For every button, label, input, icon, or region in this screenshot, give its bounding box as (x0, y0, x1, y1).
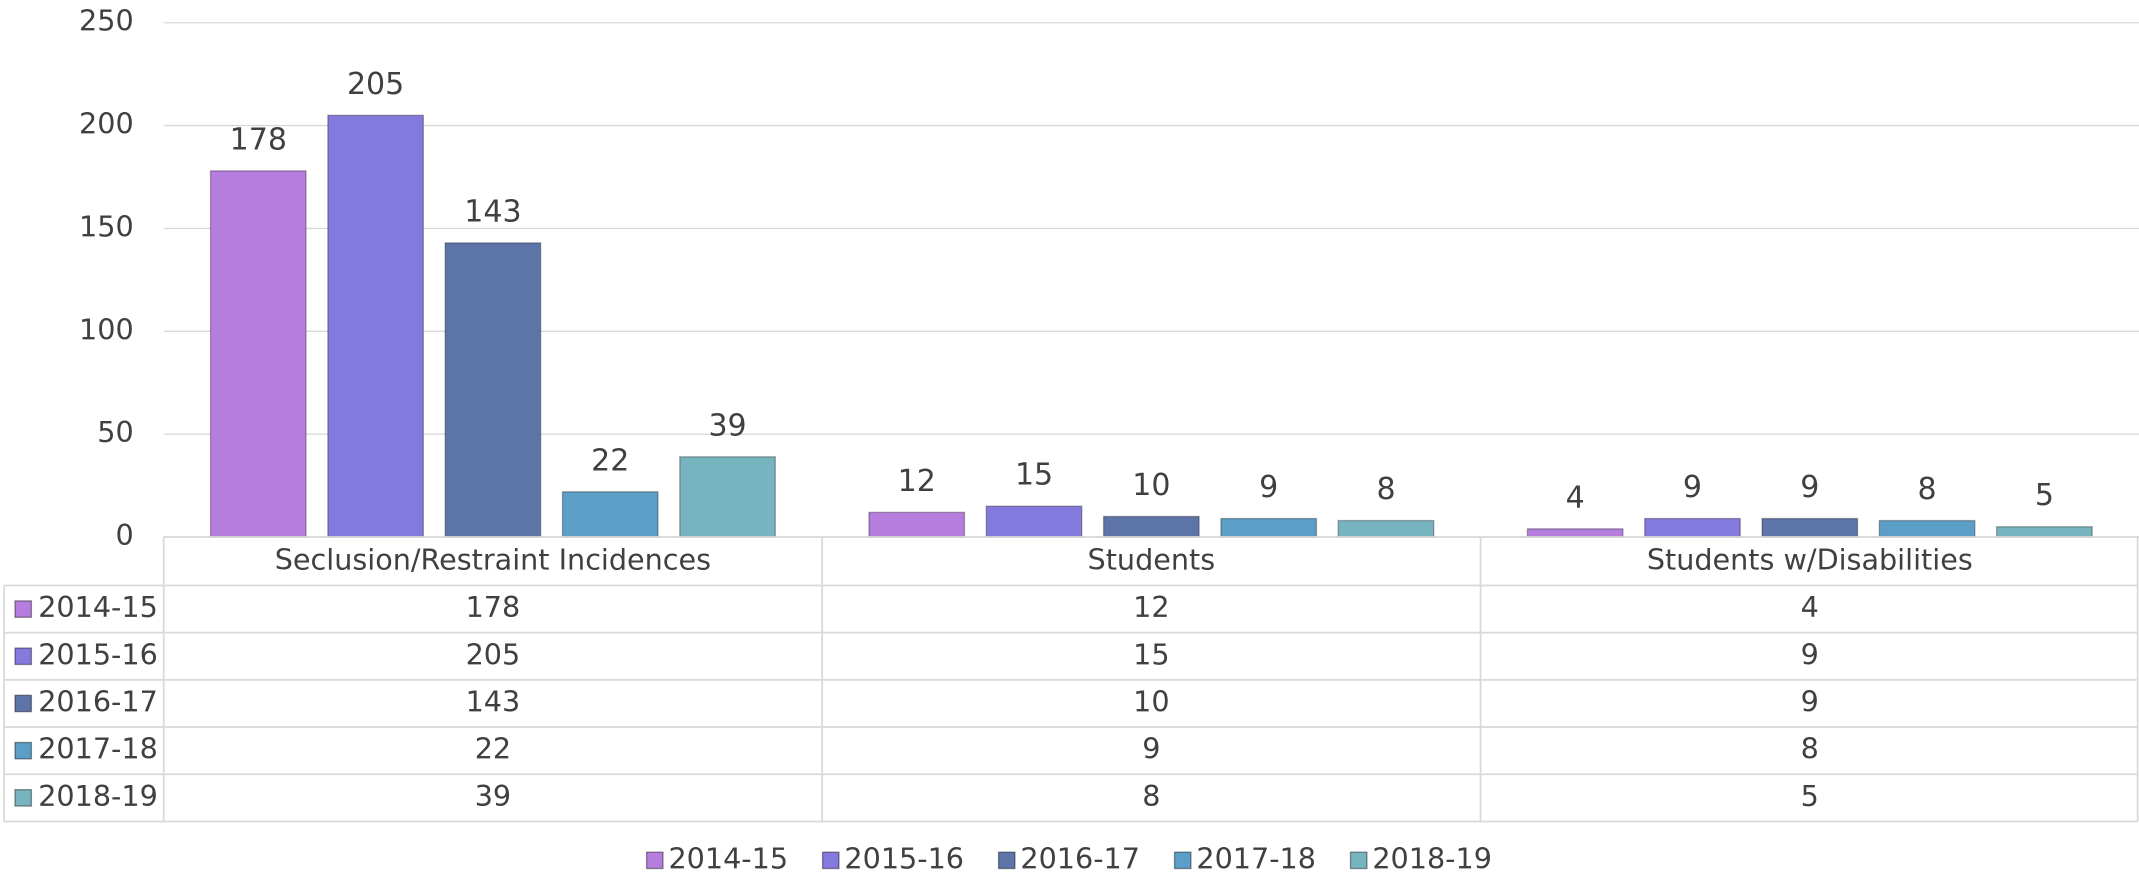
bar (1761, 517, 1859, 538)
table-cell: 4 (1801, 590, 1819, 624)
table-legend-key (14, 788, 33, 807)
table-cell: 8 (1142, 779, 1160, 813)
data-label: 9 (1683, 470, 1702, 505)
legend-label: 2018-19 (1372, 841, 1492, 875)
data-label: 12 (898, 464, 936, 499)
data-label: 5 (2035, 478, 2054, 513)
table-cell: 12 (1133, 590, 1169, 624)
y-tick-label: 200 (79, 107, 134, 141)
data-label: 39 (708, 408, 746, 443)
data-label: 8 (1918, 472, 1937, 507)
data-label: 10 (1132, 468, 1170, 503)
data-label: 15 (1015, 458, 1053, 493)
table-cell: 5 (1801, 779, 1819, 813)
table-cell: 8 (1801, 732, 1819, 766)
table-legend-key (14, 600, 33, 618)
data-label: 143 (464, 194, 521, 229)
bar (561, 491, 659, 538)
x-tick-label: Seclusion/Restraint Incidences (275, 543, 711, 577)
y-tick-label: 100 (79, 312, 134, 346)
bar (209, 170, 307, 538)
bar (1337, 519, 1435, 538)
bar (444, 242, 542, 538)
table-cell: 9 (1142, 732, 1160, 766)
table-legend-key (14, 694, 33, 713)
table-cell: 178 (466, 590, 521, 624)
y-tick-label: 0 (115, 518, 133, 552)
table-row-label: 2016-17 (38, 684, 158, 718)
data-label: 178 (230, 122, 287, 157)
bar (1220, 517, 1318, 538)
bar (679, 456, 776, 538)
bar (1644, 517, 1741, 538)
data-label: 9 (1259, 470, 1278, 505)
legend-key (645, 851, 664, 870)
table-row-label: 2017-18 (38, 732, 158, 766)
table-legend-key (14, 647, 33, 666)
table-cell: 15 (1133, 637, 1169, 671)
legend-label: 2016-17 (1020, 841, 1140, 875)
legend-key (1349, 851, 1368, 870)
bar (327, 114, 425, 538)
table-cell: 143 (466, 684, 521, 718)
bar (1995, 526, 2093, 538)
bar (868, 511, 966, 538)
y-tick-label: 250 (79, 4, 134, 38)
y-tick-label: 150 (79, 209, 134, 243)
table-cell: 22 (475, 732, 511, 766)
table-cell: 10 (1133, 684, 1169, 718)
x-tick-label: Students w/Disabilities (1647, 543, 1973, 577)
table-row-label: 2015-16 (38, 637, 158, 671)
bar (1878, 519, 1976, 538)
table-cell: 39 (475, 779, 511, 813)
x-tick-label: Students (1088, 543, 1216, 577)
table-row-label: 2014-15 (38, 590, 158, 624)
data-label: 8 (1376, 472, 1395, 507)
table-cell: 9 (1801, 684, 1819, 718)
bar (1526, 528, 1624, 538)
table-cell: 9 (1801, 637, 1819, 671)
legend-label: 2015-16 (844, 841, 964, 875)
legend-key (1173, 851, 1192, 870)
table-cell: 205 (466, 637, 521, 671)
table-legend-key (14, 741, 33, 760)
legend-label: 2017-18 (1196, 841, 1316, 875)
data-label: 9 (1800, 470, 1819, 505)
data-label: 4 (1566, 480, 1585, 515)
bar (985, 505, 1083, 538)
legend-label: 2014-15 (668, 841, 788, 875)
data-label: 205 (347, 67, 404, 102)
y-tick-label: 50 (97, 415, 133, 449)
legend-key (821, 851, 840, 870)
legend-key (997, 851, 1016, 870)
data-label: 22 (591, 443, 629, 478)
table-row-label: 2018-19 (38, 779, 158, 813)
bar (1102, 515, 1200, 538)
